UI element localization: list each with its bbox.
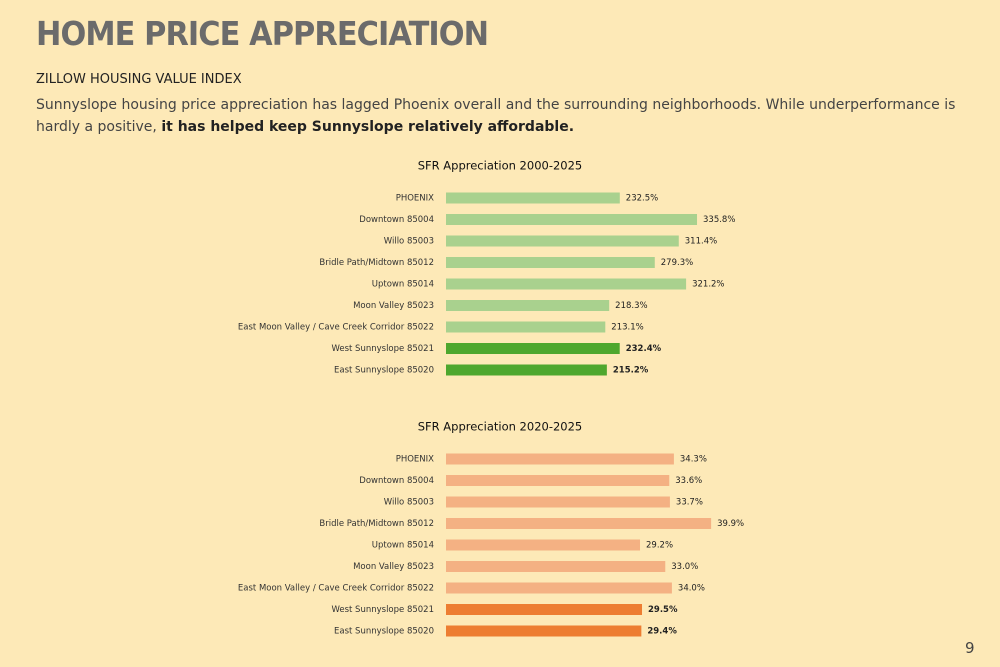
chart-title: SFR Appreciation 2020-2025: [418, 420, 583, 434]
category-label: Willo 85003: [384, 498, 434, 508]
bar: [446, 214, 698, 225]
value-label: 335.8%: [703, 215, 735, 225]
category-label: East Sunnyslope 85020: [334, 627, 434, 637]
category-label: East Sunnyslope 85020: [334, 366, 434, 376]
category-label: East Moon Valley / Cave Creek Corridor 8…: [238, 323, 434, 333]
value-label: 29.2%: [646, 541, 673, 551]
bar: [446, 561, 666, 572]
bar: [446, 300, 610, 311]
category-label: Uptown 85014: [372, 280, 434, 290]
value-label: 218.3%: [615, 301, 647, 311]
category-label: Willo 85003: [384, 237, 434, 247]
chart-title: SFR Appreciation 2000-2025: [418, 159, 583, 173]
page-title: HOME PRICE APPRECIATION: [36, 14, 489, 53]
bar: [446, 235, 679, 247]
category-label: West Sunnyslope 85021: [331, 344, 434, 354]
category-label: Moon Valley 85023: [353, 301, 434, 311]
value-label: 33.6%: [675, 476, 702, 486]
category-label: Bridle Path/Midtown 85012: [319, 519, 434, 529]
bar: [446, 625, 642, 637]
bar: [446, 539, 641, 551]
bar: [446, 496, 670, 508]
paragraph-text: Sunnyslope housing price appreciation ha…: [36, 97, 956, 135]
page-number: 9: [965, 639, 975, 657]
category-label: Uptown 85014: [372, 541, 434, 551]
value-label: 279.3%: [661, 258, 693, 268]
category-label: PHOENIX: [396, 194, 434, 204]
category-label: West Sunnyslope 85021: [331, 605, 434, 615]
bar: [446, 364, 607, 376]
bar: [446, 257, 655, 268]
bar: [446, 518, 712, 529]
category-label: PHOENIX: [396, 455, 434, 465]
paragraph-emphasis: it has helped keep Sunnyslope relatively…: [161, 119, 575, 135]
subtitle: ZILLOW HOUSING VALUE INDEX: [36, 72, 242, 87]
value-label: 39.9%: [717, 519, 744, 529]
value-label: 29.4%: [647, 627, 677, 637]
value-label: 34.3%: [680, 455, 707, 465]
bar: [446, 278, 687, 290]
value-label: 215.2%: [613, 366, 649, 376]
bar: [446, 192, 620, 204]
value-label: 232.4%: [626, 344, 662, 354]
bar: [446, 453, 674, 465]
value-label: 213.1%: [611, 323, 643, 333]
bar: [446, 475, 670, 486]
value-label: 34.0%: [678, 584, 705, 594]
value-label: 232.5%: [626, 194, 658, 204]
bar: [446, 604, 643, 615]
category-label: Downtown 85004: [359, 215, 434, 225]
bar: [446, 343, 620, 354]
value-label: 29.5%: [648, 605, 678, 615]
category-label: East Moon Valley / Cave Creek Corridor 8…: [238, 584, 434, 594]
value-label: 33.0%: [671, 562, 698, 572]
bar: [446, 321, 606, 333]
value-label: 33.7%: [676, 498, 703, 508]
category-label: Bridle Path/Midtown 85012: [319, 258, 434, 268]
category-label: Downtown 85004: [359, 476, 434, 486]
value-label: 311.4%: [685, 237, 717, 247]
value-label: 321.2%: [692, 280, 724, 290]
paragraph: Sunnyslope housing price appreciation ha…: [36, 94, 956, 138]
category-label: Moon Valley 85023: [353, 562, 434, 572]
bar: [446, 582, 672, 594]
